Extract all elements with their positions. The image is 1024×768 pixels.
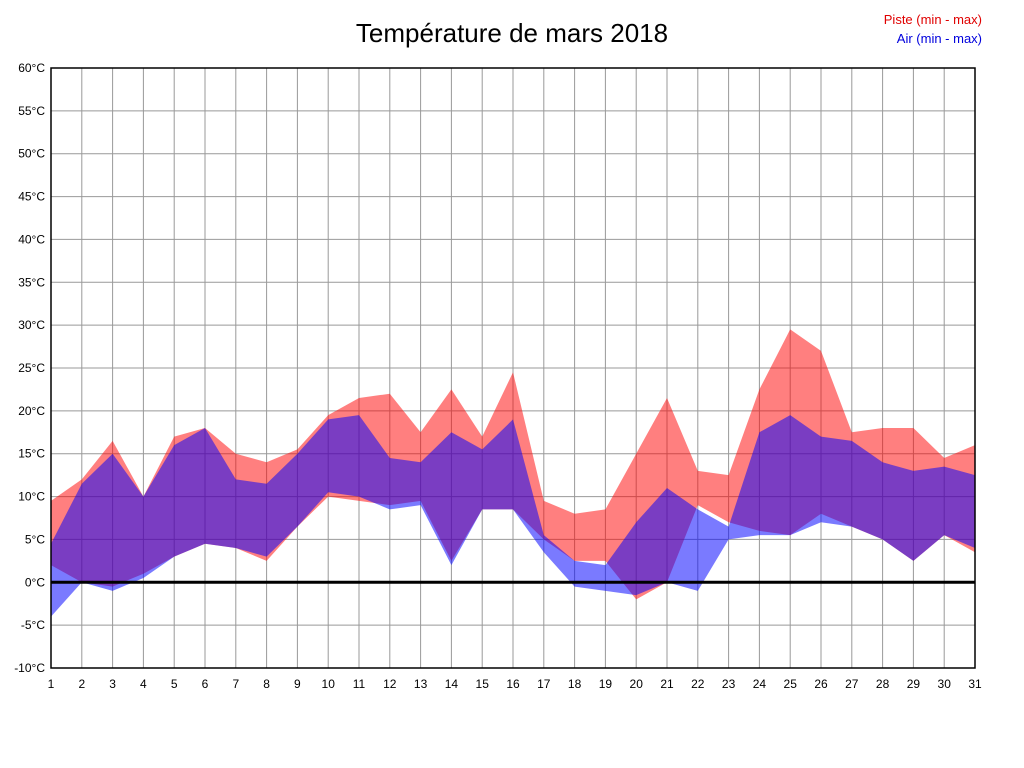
x-tick-label: 12 xyxy=(383,677,397,691)
y-tick-label: 20°C xyxy=(18,404,45,418)
x-tick-label: 10 xyxy=(322,677,336,691)
x-tick-label: 4 xyxy=(140,677,147,691)
x-tick-label: 19 xyxy=(599,677,613,691)
y-tick-label: -10°C xyxy=(14,661,45,675)
x-tick-label: 18 xyxy=(568,677,582,691)
y-tick-label: 25°C xyxy=(18,361,45,375)
x-tick-label: 24 xyxy=(753,677,767,691)
air-band xyxy=(51,415,975,617)
x-tick-label: 26 xyxy=(814,677,828,691)
y-tick-label: 5°C xyxy=(25,532,45,546)
x-tick-label: 1 xyxy=(48,677,55,691)
y-tick-label: 45°C xyxy=(18,190,45,204)
x-tick-label: 20 xyxy=(630,677,644,691)
x-tick-label: 7 xyxy=(232,677,239,691)
x-tick-label: 15 xyxy=(476,677,490,691)
y-tick-label: 40°C xyxy=(18,232,45,246)
x-tick-label: 9 xyxy=(294,677,301,691)
legend-item-piste: Piste (min - max) xyxy=(883,12,982,27)
x-tick-label: 6 xyxy=(202,677,209,691)
legend-item-air: Air (min - max) xyxy=(896,31,982,46)
y-tick-label: 15°C xyxy=(18,447,45,461)
x-tick-label: 21 xyxy=(660,677,674,691)
x-tick-label: 23 xyxy=(722,677,736,691)
x-tick-label: 29 xyxy=(907,677,921,691)
y-tick-label: 55°C xyxy=(18,104,45,118)
x-axis-labels: 1 2 3 4 5 6 7 8 9 10 11 12 13 14 15 16 17 18 19 20 21 22 23 24 2… xyxy=(48,677,982,691)
chart-title: Température de mars 2018 xyxy=(355,18,669,48)
x-tick-label: 22 xyxy=(691,677,705,691)
y-tick-label: 60°C xyxy=(18,61,45,75)
y-tick-label: 35°C xyxy=(18,275,45,289)
x-tick-label: 3 xyxy=(109,677,116,691)
x-tick-label: 31 xyxy=(968,677,982,691)
x-tick-label: 28 xyxy=(876,677,890,691)
y-tick-label: 30°C xyxy=(18,318,45,332)
plot-border xyxy=(50,67,976,669)
x-tick-label: 5 xyxy=(171,677,178,691)
x-tick-label: 14 xyxy=(445,677,459,691)
x-tick-label: 30 xyxy=(938,677,952,691)
y-axis-labels: -10°C -5°C 0°C 5°C 10°C 15°C 20°C 25°C 30°C 35°C 4… xyxy=(14,61,45,675)
y-tick-label: 0°C xyxy=(25,575,45,589)
x-tick-label: 2 xyxy=(78,677,85,691)
x-tick-label: 17 xyxy=(537,677,551,691)
x-tick-label: 25 xyxy=(784,677,798,691)
x-tick-label: 16 xyxy=(506,677,520,691)
x-tick-label: 8 xyxy=(263,677,270,691)
y-tick-label: 10°C xyxy=(18,490,45,504)
x-tick-label: 13 xyxy=(414,677,428,691)
y-tick-label: -5°C xyxy=(21,618,45,632)
y-tick-label: 50°C xyxy=(18,147,45,161)
x-tick-label: 11 xyxy=(353,677,366,691)
gridlines xyxy=(50,67,976,669)
x-tick-label: 27 xyxy=(845,677,859,691)
chart-legend: Piste (min - max) Air (min - max) xyxy=(884,10,982,48)
